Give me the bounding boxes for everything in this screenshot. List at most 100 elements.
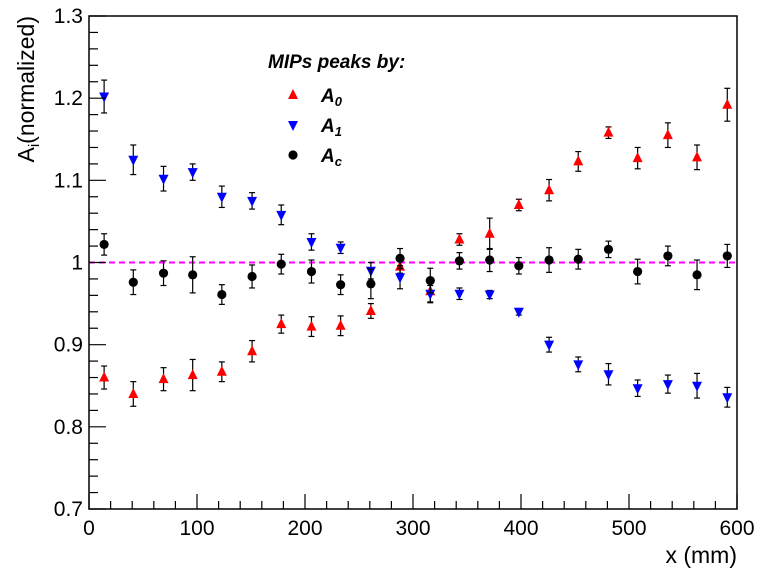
legend-label-main: A (320, 116, 335, 137)
data-point-A0 (216, 365, 227, 376)
y-axis-label: Ai(normalized) (13, 16, 43, 163)
series-Ac (99, 233, 732, 306)
data-point-Ac (692, 270, 702, 280)
legend-label-main: A (320, 86, 335, 107)
data-point-A0 (187, 369, 198, 380)
x-tick-label: 100 (179, 517, 214, 540)
data-point-A1 (247, 196, 258, 207)
legend-marker-A1 (288, 121, 298, 131)
legend-label-sub: 1 (335, 124, 342, 139)
data-point-A1 (544, 340, 555, 351)
data-point-A0 (247, 345, 258, 356)
data-point-Ac (99, 239, 109, 250)
data-point-A0 (454, 233, 465, 244)
data-point-Ac (514, 261, 524, 271)
data-point-Ac (276, 259, 286, 269)
legend-title: MIPs peaks by: (268, 52, 405, 73)
legend-label-sub: c (335, 154, 343, 169)
data-point-A0 (513, 198, 524, 209)
data-point-A0 (158, 373, 169, 384)
y-tick-label: 1.1 (54, 169, 83, 192)
y-tick-label: 1.2 (54, 87, 83, 110)
data-point-A1 (662, 380, 673, 391)
data-point-Ac (603, 244, 614, 254)
data-point-Ac (573, 254, 583, 264)
legend-label-sub: 0 (335, 94, 343, 109)
legend-label-main: A (320, 146, 335, 167)
data-point-A1 (692, 381, 703, 392)
data-point-A1 (306, 237, 317, 248)
data-point-Ac (158, 268, 169, 278)
data-point-Ac (366, 279, 376, 289)
data-point-A1 (158, 174, 169, 185)
legend-label-A1: A1 (320, 116, 342, 139)
x-tick-label: 0 (83, 517, 95, 540)
data-point-A1 (573, 360, 584, 371)
x-tick-label: 600 (719, 517, 754, 540)
data-point-Ac (663, 251, 673, 261)
data-point-A1 (603, 370, 614, 381)
data-point-A0 (484, 227, 495, 238)
y-axis-label-main: A (13, 147, 39, 163)
y-tick-label: 0.9 (54, 334, 83, 357)
data-point-Ac (425, 275, 435, 286)
data-point-A0 (128, 387, 139, 398)
legend-marker-Ac (288, 150, 298, 160)
x-tick-label: 200 (287, 517, 322, 540)
data-point-Ac (633, 266, 643, 277)
data-point-A0 (99, 371, 110, 382)
data-point-Ac (544, 255, 554, 265)
x-tick-label: 400 (503, 517, 538, 540)
y-tick-label: 1.3 (54, 5, 83, 28)
data-point-Ac (247, 271, 257, 282)
data-point-A1 (128, 155, 139, 166)
axes-layer: 0 100 200 300 400 500 600 0.7 0.8 0.9 1 1.1 1.2 1.3 x … (13, 5, 755, 568)
data-point-Ac (188, 270, 198, 280)
data-point-A1 (276, 210, 287, 221)
y-axis-label-rest: (normalized) (13, 16, 39, 144)
legend-label-Ac: Ac (320, 146, 343, 169)
y-axis-label-sub: i (26, 144, 43, 147)
legend-marker-A0 (288, 89, 298, 99)
legend-label-A0: A0 (320, 86, 343, 109)
data-point-A0 (603, 126, 614, 137)
data-point-A1 (632, 384, 643, 395)
data-point-A0 (573, 155, 584, 166)
data-point-A0 (335, 319, 346, 330)
data-point-A0 (722, 98, 733, 109)
data-point-A1 (425, 289, 436, 300)
y-tick-label: 1 (71, 252, 83, 275)
data-point-A1 (216, 192, 227, 203)
data-point-Ac (722, 251, 732, 261)
data-point-A1 (513, 307, 524, 318)
data-point-A0 (365, 304, 376, 315)
y-tick-label: 0.8 (54, 416, 83, 439)
data-point-A1 (395, 273, 406, 284)
data-point-Ac (336, 280, 346, 290)
data-point-A1 (99, 92, 110, 103)
data-point-Ac (128, 277, 138, 287)
data-point-A1 (722, 393, 733, 404)
data-point-Ac (395, 253, 405, 263)
series-A0 (99, 87, 733, 407)
data-point-A0 (692, 151, 703, 162)
data-point-A0 (544, 184, 555, 195)
data-point-A1 (454, 289, 465, 300)
data-point-A1 (187, 168, 198, 179)
data-point-A1 (335, 243, 346, 254)
data-point-A0 (276, 318, 287, 329)
x-tick-label: 500 (611, 517, 646, 540)
data-point-Ac (485, 255, 495, 265)
data-layer (99, 79, 733, 408)
data-point-A0 (662, 129, 673, 140)
data-point-Ac (217, 289, 227, 300)
x-axis-label: x (mm) (665, 542, 737, 568)
data-point-Ac (306, 266, 317, 277)
data-point-A1 (484, 290, 495, 301)
y-tick-label: 0.7 (54, 498, 83, 521)
data-point-A0 (632, 152, 643, 163)
data-point-Ac (454, 256, 465, 266)
